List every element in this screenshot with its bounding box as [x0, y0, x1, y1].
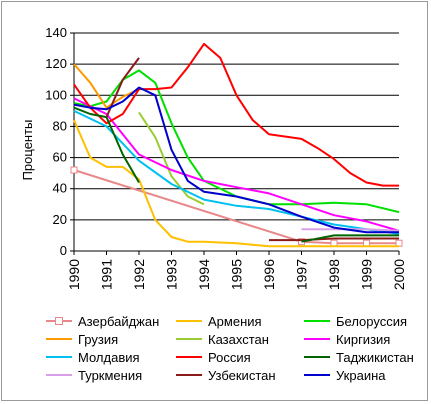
legend-item: Армения	[176, 312, 262, 330]
legend-item: Туркмения	[46, 366, 142, 384]
line-chart: 0 20 40 60 80 100 120 140 1990 1991 1992 1993 1994 19…	[20, 25, 407, 290]
legend-label: Азербайджан	[78, 313, 160, 329]
legend-item: Казахстан	[176, 330, 269, 348]
y-tick-label: 0	[60, 243, 67, 258]
legend-label: Молдавия	[78, 349, 140, 365]
gridlines	[74, 32, 399, 221]
y-tick-label: 80	[53, 118, 67, 133]
legend-label: Туркмения	[78, 367, 143, 383]
x-tick-label: 1991	[99, 259, 115, 290]
series-0-marker-0	[70, 166, 78, 174]
series-1-line	[73, 119, 399, 248]
legend-item: Россия	[176, 348, 251, 366]
x-tick-label: 1994	[196, 259, 212, 290]
legend-swatch	[176, 312, 202, 330]
y-axis-label: Проценты	[20, 120, 35, 181]
legend-swatch	[304, 348, 330, 366]
legend-label: Киргизия	[336, 331, 391, 347]
legend-swatch	[46, 330, 72, 348]
series-6-line	[73, 109, 400, 235]
series-2-line	[73, 69, 400, 214]
legend-label: Россия	[208, 349, 251, 365]
legend-label: Армения	[208, 313, 262, 329]
legend-swatch	[176, 366, 202, 384]
y-tick-label: 60	[53, 150, 67, 165]
y-tick-label: 100	[45, 87, 67, 102]
legend-label: Грузия	[78, 331, 119, 347]
series-13-line	[73, 86, 399, 234]
y-tick-label: 120	[45, 56, 67, 71]
legend-item: Азербайджан	[46, 312, 159, 330]
legend-label: Казахстан	[208, 331, 269, 347]
legend-label: Белоруссия	[336, 313, 408, 329]
x-tick-label: 1993	[164, 259, 180, 290]
series-4-line	[138, 111, 205, 206]
x-tick-label: 1996	[261, 259, 277, 290]
legend-swatch	[46, 348, 72, 366]
x-tick-label: 1998	[326, 259, 342, 290]
series-10-line	[105, 57, 140, 118]
x-tick-label: 2000	[391, 259, 407, 290]
legend-swatch	[176, 330, 202, 348]
legend-item: Узбекистан	[176, 366, 276, 384]
axes	[70, 32, 400, 255]
series-lines	[70, 42, 403, 248]
legend-item: Грузия	[46, 330, 118, 348]
legend-swatch	[176, 348, 202, 366]
legend-swatch	[304, 366, 330, 384]
y-tick-label: 40	[53, 181, 67, 196]
series-11-line	[269, 237, 399, 242]
legend: Азербайджан Армения Белоруссия Грузия Казахс…	[46, 310, 426, 400]
legend-item: Украина	[304, 366, 386, 384]
series-3-line	[73, 63, 140, 109]
x-tick-label: 1995	[229, 259, 245, 290]
legend-item: Таджикистан	[304, 348, 414, 366]
tick-labels: 0 20 40 60 80 100 120 140 1990 1991 1992 1993 1994 19…	[45, 25, 407, 290]
legend-swatch	[304, 330, 330, 348]
y-tick-label: 20	[53, 212, 67, 227]
series-5-line	[73, 97, 400, 232]
legend-swatch	[46, 366, 72, 384]
x-tick-label: 1997	[294, 259, 310, 290]
legend-label: Украина	[336, 367, 386, 383]
legend-label: Таджикистан	[336, 349, 414, 365]
legend-item: Белоруссия	[304, 312, 407, 330]
x-tick-label: 1990	[66, 259, 82, 290]
x-tick-label: 1992	[131, 259, 147, 290]
series-7-line	[73, 42, 399, 187]
series-12-line	[301, 234, 399, 243]
x-tick-label: 1999	[359, 259, 375, 290]
legend-label: Узбекистан	[208, 367, 276, 383]
legend-item: Молдавия	[46, 348, 140, 366]
legend-swatch	[46, 312, 72, 330]
legend-swatch	[304, 312, 330, 330]
y-tick-label: 140	[45, 25, 67, 40]
legend-item: Киргизия	[304, 330, 390, 348]
